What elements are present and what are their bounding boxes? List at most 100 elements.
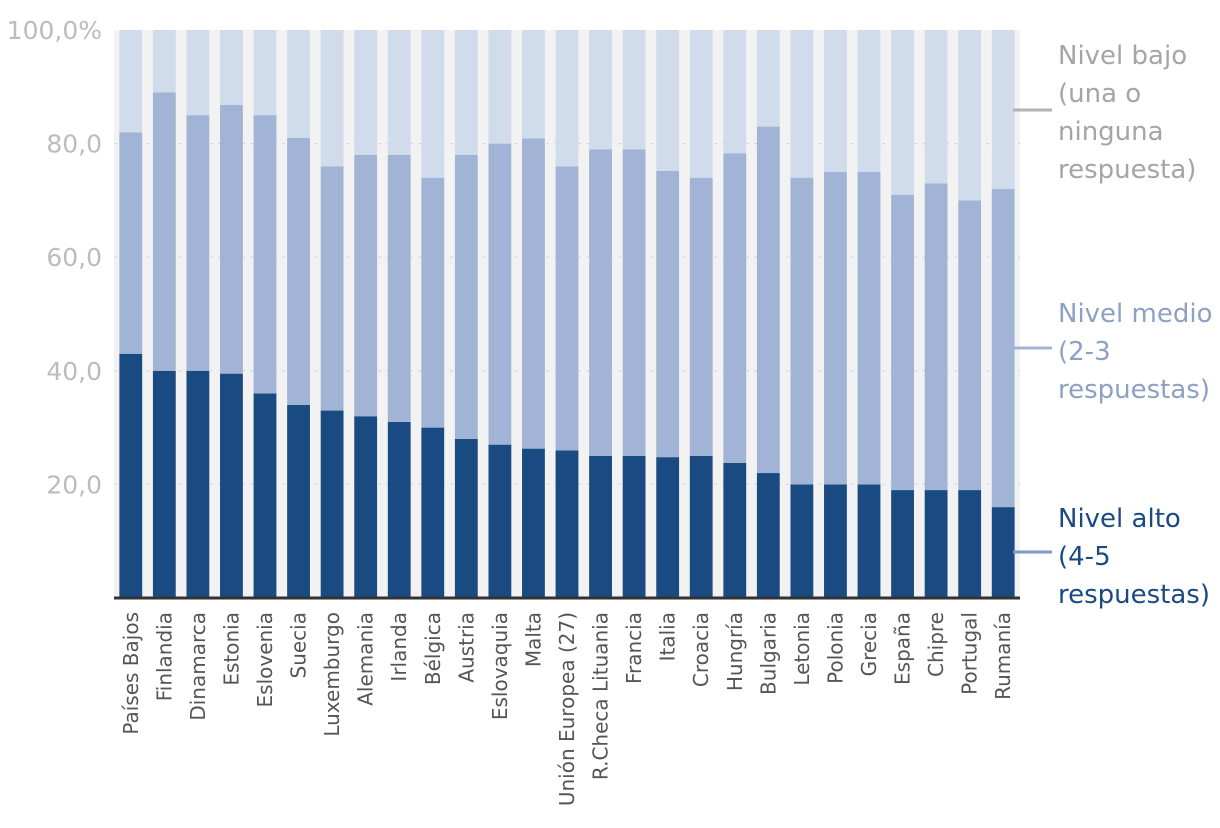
bar-segment [454,30,478,155]
bar-segment [891,194,914,491]
bar-segment [756,30,780,127]
legend: Nivel alto (4-5 respuestas) Nivel medio (2-3… [1013,41,1213,610]
bar-segment [656,457,680,598]
bar-segment [790,30,814,178]
bar-segment [924,183,948,491]
x-axis-labels: Países Bajos Finlandia Dinamarca Estonia Esl… [119,612,1015,806]
bar-segment [656,170,680,458]
bar-segment [354,154,378,417]
bar-segment [287,30,310,138]
bar-segment [790,177,814,485]
legend-label: Nivel bajo [1058,41,1187,71]
bar-segment [891,30,914,195]
x-category-label: Austria [454,612,478,683]
bar-segment [421,30,445,178]
bar-segment [320,166,344,411]
bar-segment [790,484,814,598]
bar-segment [119,132,143,354]
bar-segment [119,30,143,133]
bar-segment [152,370,176,598]
y-tick-label: 100,0% [7,16,102,45]
bar-segment [857,30,881,172]
y-axis-ticks: 100,0% 80,0 60,0 40,0 20,0 [7,16,102,499]
bar-segment [622,456,646,598]
bar-segment [589,456,612,598]
legend-label: respuestas) [1058,375,1210,405]
x-category-label: Suecia [287,612,311,678]
bar-segment [723,153,747,463]
bar-segment [320,410,344,598]
bar-segment [824,172,847,485]
y-tick-label: 80,0 [46,130,102,159]
x-category-label: Malta [521,612,545,667]
x-category-label: Hungría [723,612,747,691]
bar-segment [186,30,210,116]
legend-label: Nivel alto [1058,504,1181,534]
bar-segment [488,444,512,598]
bar-segment [522,30,545,139]
bar-segment [824,484,847,598]
legend-label: (4-5 [1058,542,1111,572]
x-category-label: Estonia [219,612,243,686]
bar-segment [723,462,747,598]
bar-segment [488,143,512,445]
y-tick-label: 20,0 [46,470,102,499]
bar-segment [555,166,579,451]
bar-segment [220,373,243,598]
x-category-label: Irlanda [387,612,411,682]
bar-segment [991,507,1015,598]
x-category-label: Dinamarca [186,612,210,721]
bar-segment [421,177,445,428]
x-category-label: Letonia [790,612,814,686]
bar-segment [421,427,445,598]
bar-segment [958,30,982,201]
bar-segment [857,484,881,598]
bar-segment [756,126,780,474]
legend-label: Nivel medio [1058,299,1213,329]
bar-segment [220,30,243,105]
x-category-label: Grecia [857,612,881,676]
x-category-label: Polonia [823,612,847,684]
bar-segment [320,30,344,167]
bar-segment [488,30,512,144]
bar-segment [891,490,914,598]
bar-segment [689,30,713,178]
x-category-label: Finlandia [152,612,176,701]
bar-segment [152,30,176,93]
x-category-label: R.Checa Lituania [589,612,613,780]
legend-label: ninguna [1058,117,1164,147]
bar-segment [522,448,545,598]
bar-segment [186,115,210,371]
bar-segment [991,30,1015,190]
bar-segment [287,137,310,405]
bar-segment [186,370,210,598]
bar-segment [924,30,948,184]
bar-segment [253,115,277,394]
x-category-label: Unión Europea (27) [555,612,579,806]
bar-segment [253,30,277,116]
y-tick-label: 40,0 [46,357,102,386]
bar-segment [756,473,780,598]
bar-segment [689,177,713,456]
legend-label: respuestas) [1058,580,1210,610]
x-category-label: Croacia [689,612,713,687]
x-category-label: Alemania [354,612,378,706]
x-category-label: Francia [622,612,646,684]
bar-segment [857,172,881,485]
bar-segment [555,450,579,598]
bar-segment [287,404,310,598]
x-category-label: Bélgica [421,612,445,685]
x-category-label: Chipre [924,612,948,677]
bar-segment [958,200,982,491]
bar-segment [387,421,411,598]
bars [119,30,1015,598]
bar-segment [253,393,277,598]
bar-segment [454,438,478,598]
bar-segment [958,490,982,598]
bar-segment [522,138,545,449]
x-category-label: Bulgaria [756,612,780,695]
legend-label: respuesta) [1058,155,1196,185]
x-category-label: Italia [656,612,680,661]
x-category-label: Países Bajos [119,612,143,735]
